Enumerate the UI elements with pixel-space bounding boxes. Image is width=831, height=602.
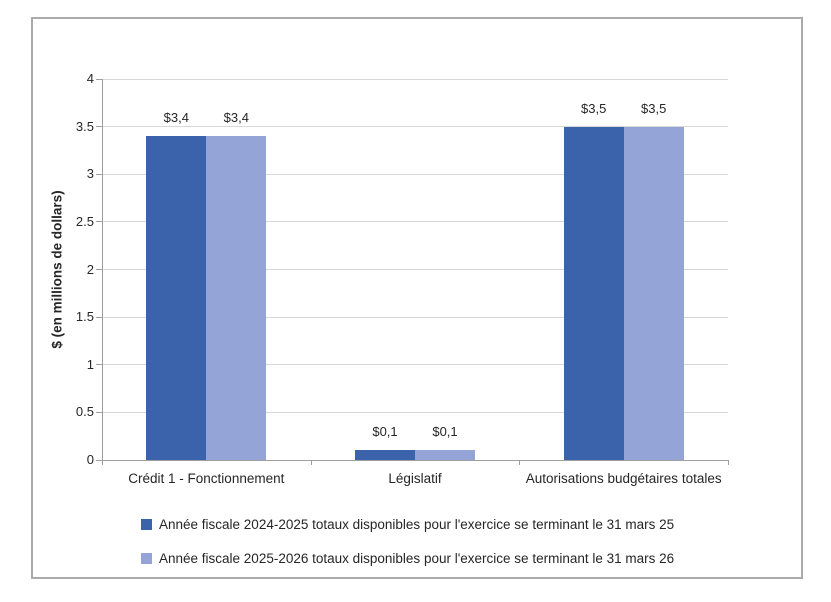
chart-frame xyxy=(31,17,803,579)
y-axis-title: $ (en millions de dollars) xyxy=(49,190,65,349)
